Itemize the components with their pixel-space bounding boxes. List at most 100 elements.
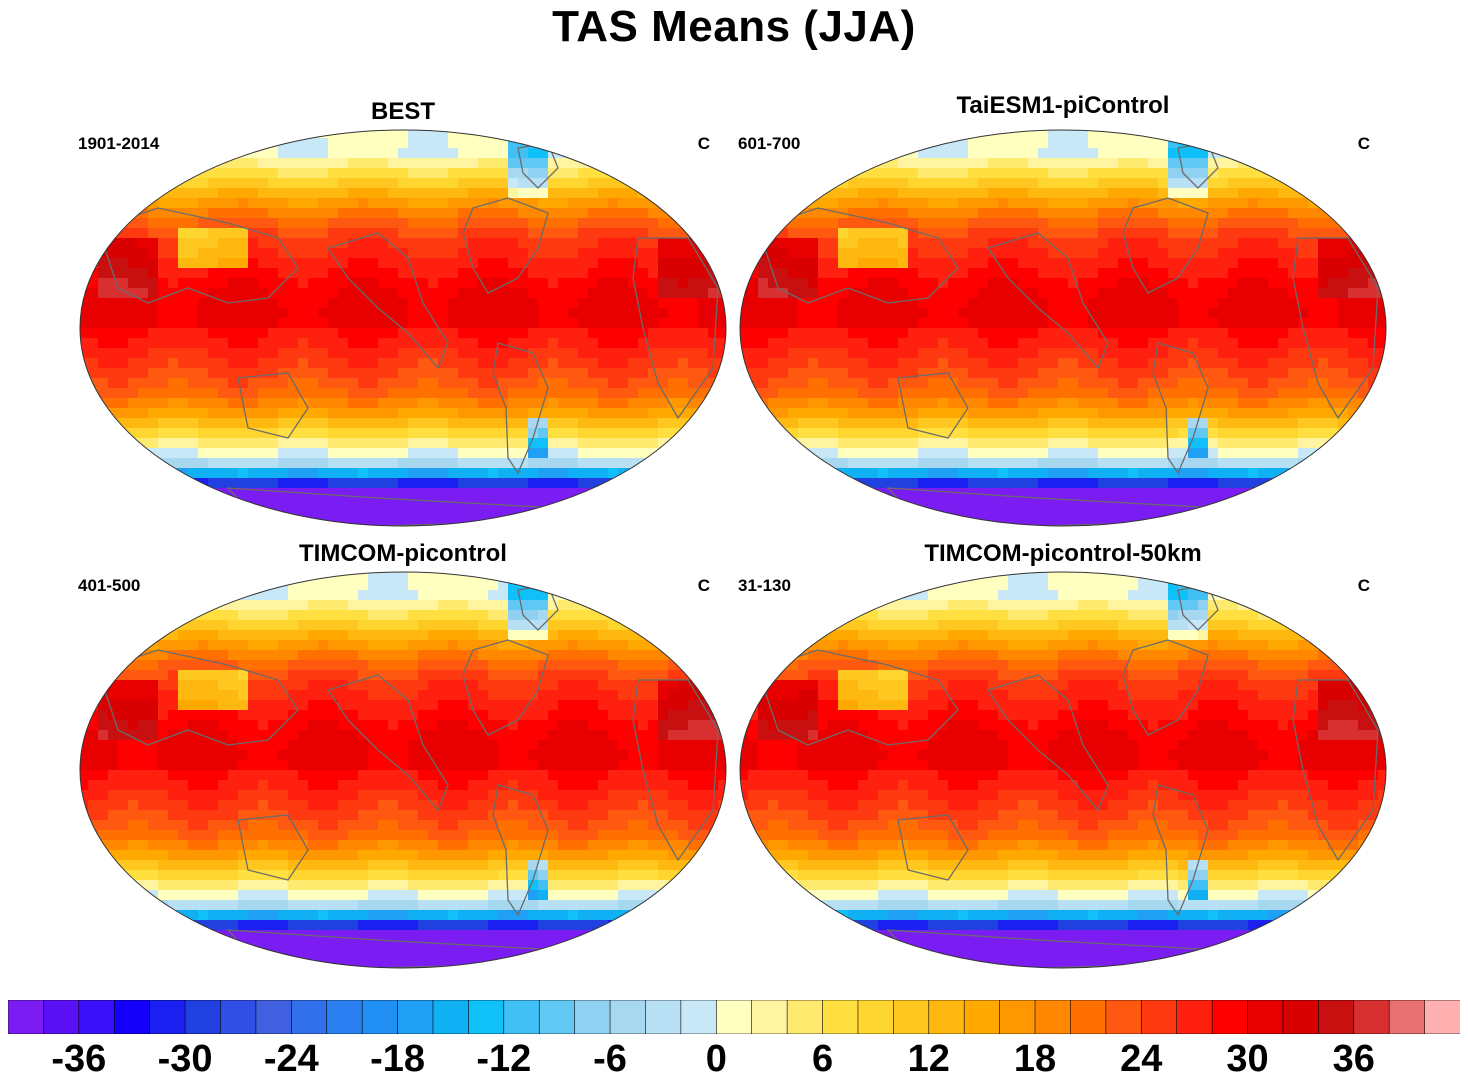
panel-title: TaiESM1-piControl	[956, 92, 1170, 119]
colorbar-swatch	[1318, 1000, 1355, 1034]
colorbar-swatch	[1353, 1000, 1390, 1034]
colorbar-swatch	[326, 1000, 363, 1034]
panel-title: TIMCOM-picontrol-50km	[924, 540, 1202, 567]
coastline	[897, 814, 969, 881]
colorbar-swatch	[113, 1000, 151, 1034]
units-label: C	[697, 134, 710, 153]
coastline	[492, 342, 549, 475]
colorbar-swatch	[928, 1000, 965, 1034]
colorbar-swatch	[1140, 1000, 1178, 1034]
colorbar-swatch	[963, 1000, 1001, 1034]
colorbar-tick-label: 18	[1013, 1038, 1057, 1080]
colorbar-swatch	[432, 1000, 470, 1034]
map-border	[739, 571, 1387, 969]
period-label: 1901-2014	[78, 134, 160, 153]
main-title: TAS Means (JJA)	[552, 2, 916, 51]
colorbar-tick-labels: -36 -30 -24 -18 -12 -6 0 6 12 18 24 30 36	[0, 1034, 1468, 1084]
map-border	[739, 129, 1387, 527]
units-label: C	[697, 576, 710, 595]
colorbar-swatch	[538, 1000, 576, 1034]
colorbar-swatch	[8, 1000, 45, 1034]
map-border	[79, 129, 727, 527]
colorbar-swatch	[43, 1000, 80, 1034]
colorbar-tick-label: 12	[907, 1038, 950, 1080]
colorbar-swatch	[184, 1000, 222, 1034]
colorbar-swatch	[893, 1000, 930, 1034]
coastline	[986, 232, 1109, 370]
colorbar-tick-label: -30	[157, 1038, 213, 1080]
coastline	[1122, 197, 1209, 294]
temperature-map	[739, 129, 1387, 527]
colorbar-swatch	[1211, 1000, 1249, 1034]
colorbar-swatch	[1247, 1000, 1284, 1034]
colorbar-swatch	[1424, 1000, 1460, 1034]
coastline	[237, 814, 309, 881]
colorbar-tick-label: -6	[593, 1038, 627, 1080]
colorbar-swatch	[78, 1000, 116, 1034]
coastline	[1292, 679, 1379, 862]
coastline	[1152, 784, 1209, 917]
colorbar-tick-label: -24	[263, 1038, 319, 1080]
coastline	[97, 207, 299, 304]
coastline	[1122, 639, 1209, 736]
colorbar-swatch	[999, 1000, 1036, 1034]
colorbar-swatch	[680, 1000, 718, 1034]
coastline	[1292, 237, 1379, 420]
period-label: 31-130	[738, 576, 791, 595]
coastline	[632, 679, 719, 862]
colorbar-swatch	[503, 1000, 541, 1034]
period-label: 401-500	[78, 576, 141, 595]
colorbar-swatch	[255, 1000, 293, 1034]
colorbar-swatch	[1070, 1000, 1107, 1034]
colorbar-swatch	[291, 1000, 328, 1034]
map-border	[79, 571, 727, 969]
coastline	[462, 639, 549, 736]
colorbar-swatch	[715, 1000, 753, 1034]
coastline	[1152, 342, 1209, 475]
colorbar-swatch	[609, 1000, 647, 1034]
temperature-map	[739, 571, 1387, 969]
colorbar-swatch	[361, 1000, 399, 1034]
colorbar-swatch	[645, 1000, 682, 1034]
coastline	[632, 237, 719, 420]
colorbar-swatch	[1105, 1000, 1143, 1034]
colorbar-swatch	[397, 1000, 434, 1034]
colorbar-swatch	[574, 1000, 611, 1034]
map-panel-timcom-50km: TIMCOM-picontrol-50km 31-130 C	[738, 540, 1388, 970]
colorbar-tick-label: 6	[811, 1038, 834, 1080]
colorbar-tick-label: 24	[1120, 1038, 1163, 1080]
units-label: C	[1357, 134, 1370, 153]
colorbar-tick-label: 36	[1332, 1038, 1375, 1080]
units-label: C	[1357, 576, 1370, 595]
colorbar-swatch	[468, 1000, 505, 1034]
panel-title: BEST	[370, 98, 435, 125]
coastline	[326, 232, 449, 370]
colorbar-swatch	[1034, 1000, 1072, 1034]
colorbar-swatch	[822, 1000, 859, 1034]
colorbar-swatch	[220, 1000, 257, 1034]
colorbar-swatch	[1176, 1000, 1213, 1034]
coastline	[237, 372, 309, 439]
map-panel-timcom: TIMCOM-picontrol 401-500 C	[78, 540, 728, 970]
colorbar-tick-label: -18	[370, 1038, 426, 1080]
colorbar-tick-label: 30	[1226, 1038, 1269, 1080]
coastline	[97, 649, 299, 746]
colorbar-swatch	[149, 1000, 186, 1034]
map-panel-taiesm1: TaiESM1-piControl 601-700 C	[738, 92, 1388, 527]
coastline	[492, 784, 549, 917]
colorbar-swatch	[1388, 1000, 1426, 1034]
temperature-map	[79, 571, 727, 969]
coastline	[986, 674, 1109, 812]
colorbar-tick-label: -36	[51, 1038, 107, 1080]
colorbar-swatch	[786, 1000, 824, 1034]
colorbar-swatch	[1282, 1000, 1320, 1034]
coastline	[326, 674, 449, 812]
map-panel-best: BEST 1901-2014 C	[78, 98, 728, 528]
colorbar-tick-label: -12	[476, 1038, 532, 1080]
period-label: 601-700	[738, 134, 801, 153]
coastline	[897, 372, 969, 439]
colorbar	[8, 1000, 1460, 1034]
coastline	[757, 649, 959, 746]
temperature-map	[79, 129, 727, 527]
colorbar-swatch	[751, 1000, 788, 1034]
